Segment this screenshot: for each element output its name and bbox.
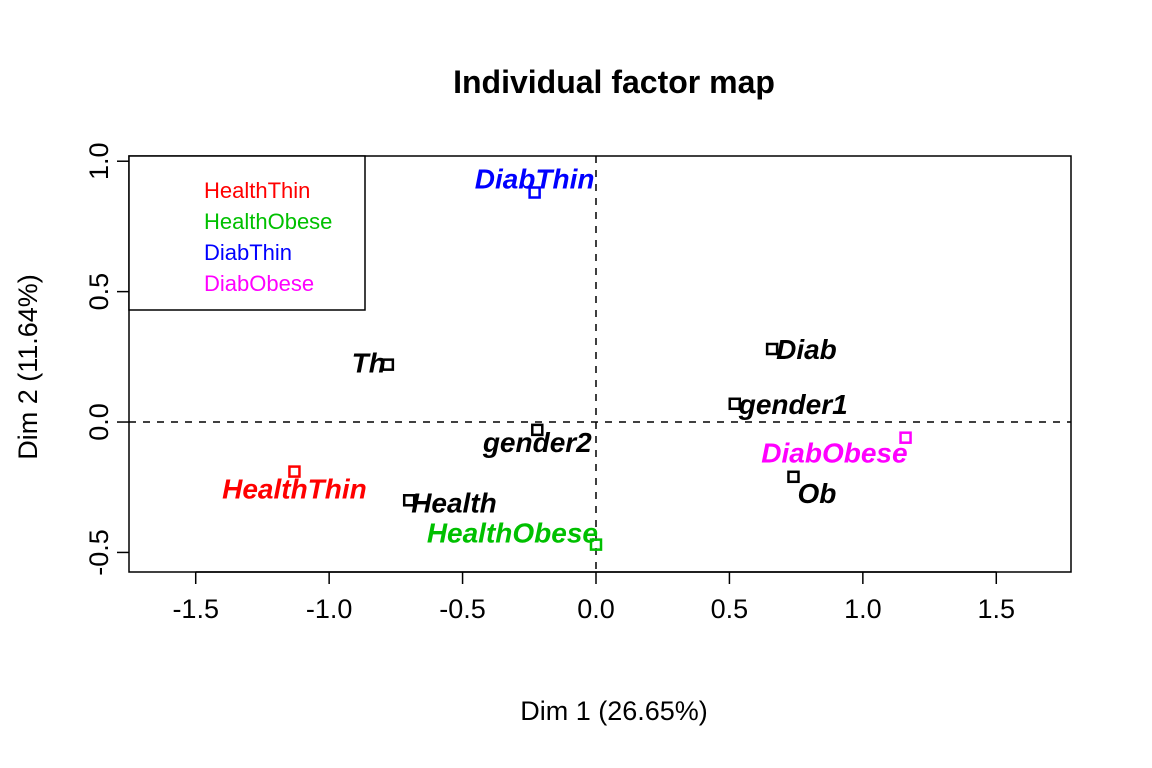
y-axis-label: Dim 2 (11.64%) <box>13 274 43 460</box>
chart-title: Individual factor map <box>453 64 775 100</box>
point-marker <box>787 470 800 484</box>
x-tick-label: 0.5 <box>711 594 749 624</box>
y-tick-label: -0.5 <box>84 529 114 576</box>
point-label: HealthObese <box>427 518 598 549</box>
point-marker <box>765 342 779 356</box>
point-marker <box>288 465 301 478</box>
point-marker <box>381 358 395 371</box>
point-label: gender1 <box>738 389 848 420</box>
point-label: gender2 <box>482 427 592 458</box>
data-point: Diab <box>765 334 837 365</box>
point-label: Th <box>352 348 386 379</box>
data-point: DiabObese <box>761 431 912 469</box>
x-tick-label: 1.0 <box>844 594 882 624</box>
x-tick-label: 0.0 <box>577 594 615 624</box>
point-label: Diab <box>776 334 837 365</box>
legend-entry: DiabObese <box>204 271 314 296</box>
point-marker <box>402 494 416 507</box>
point-label: DiabThin <box>475 164 595 195</box>
point-marker <box>899 431 912 444</box>
point-label: Ob <box>797 478 836 509</box>
point-marker <box>528 186 541 199</box>
data-point: Ob <box>787 470 836 509</box>
x-axis-label: Dim 1 (26.65%) <box>520 696 708 726</box>
point-label: DiabObese <box>761 438 907 469</box>
data-point: gender1 <box>728 389 848 420</box>
legend-entry: HealthObese <box>204 209 332 234</box>
data-point: Th <box>352 348 395 379</box>
y-tick-label: 0.5 <box>84 273 114 311</box>
x-tick-label: 1.5 <box>978 594 1016 624</box>
data-point: Health <box>402 487 497 518</box>
legend: HealthThin HealthObese DiabThin DiabObese <box>128 155 366 311</box>
y-tick-label: 0.0 <box>84 403 114 441</box>
point-marker <box>728 397 742 411</box>
point-label: Health <box>411 487 497 518</box>
x-tick-label: -0.5 <box>439 594 486 624</box>
x-tick-label: -1.5 <box>172 594 219 624</box>
legend-entry: HealthThin <box>204 178 310 203</box>
legend-entry: DiabThin <box>204 240 292 265</box>
point-marker <box>531 423 544 437</box>
data-point: DiabThin <box>475 164 595 199</box>
data-point: HealthThin <box>222 465 367 505</box>
data-point: HealthObese <box>427 518 603 551</box>
point-marker <box>589 538 603 551</box>
point-label: HealthThin <box>222 474 367 505</box>
x-tick-label: -1.0 <box>306 594 353 624</box>
legend-box <box>128 155 366 311</box>
data-point: gender2 <box>482 423 592 458</box>
y-tick-label: 1.0 <box>84 142 114 180</box>
